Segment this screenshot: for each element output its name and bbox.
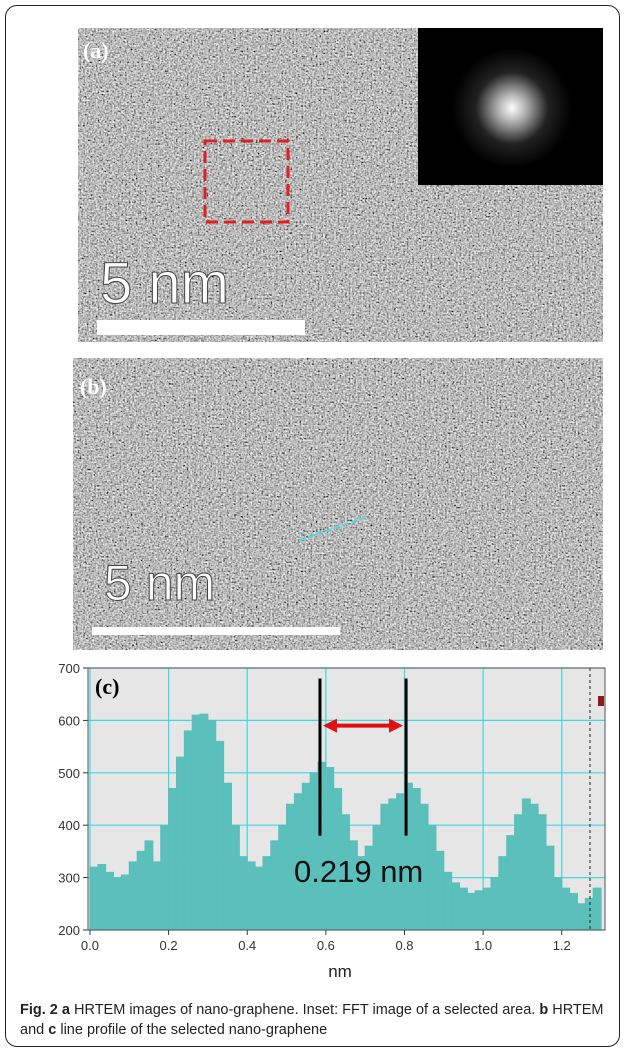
x-tick-label: 0.6 xyxy=(317,938,335,953)
caption-part: HRTEM and xyxy=(20,1002,608,1038)
fft-glow xyxy=(452,48,572,168)
figure-frame xyxy=(5,5,620,1047)
panel-label: (c) xyxy=(95,674,119,699)
caption-part: line profile of the selected nano-graphe… xyxy=(56,1022,328,1038)
line-profile: 200 300 400 500 600 700 0.0 0.2 0.4 0.6 0.8 1.0 1.2 (… xyxy=(58,661,606,981)
y-tick-label: 300 xyxy=(58,871,80,886)
x-tick-label: 1.2 xyxy=(553,938,571,953)
scale-text: 5 nm xyxy=(104,555,215,611)
x-tick-label: 0.2 xyxy=(160,938,178,953)
x-tick-label: 0.4 xyxy=(238,938,256,953)
y-tick-label: 600 xyxy=(58,713,80,728)
panel-label: (a) xyxy=(83,38,109,63)
x-tick-label: 0.8 xyxy=(395,938,413,953)
caption-part: Fig. 2 xyxy=(20,1002,58,1018)
x-tick-label: 0.0 xyxy=(81,938,99,953)
scale-text: 5 nm xyxy=(100,251,229,316)
panel-a: (a) 5 nm xyxy=(78,28,603,342)
x-axis-label: nm xyxy=(328,962,352,981)
selected-area xyxy=(203,139,290,224)
plot-frame xyxy=(87,667,606,931)
scale-bar xyxy=(97,320,305,335)
tem-texture xyxy=(73,358,603,650)
profile-line xyxy=(299,516,367,541)
caption-part: a xyxy=(61,1002,70,1018)
cursor-handle xyxy=(598,696,604,706)
panel-b: (b) 5 nm xyxy=(73,358,603,650)
profile-area xyxy=(89,713,602,931)
y-tick-label: 200 xyxy=(58,923,80,938)
scale-bar xyxy=(92,627,340,635)
caption: Fig. 2 a HRTEM images of nano-graphene. … xyxy=(20,1000,610,1040)
figure: (a) 5 nm (b) 5 nm 200 300 400 500 600 700 0.0 0… xyxy=(58,28,606,981)
y-tick-label: 400 xyxy=(58,818,80,833)
x-tick-label: 1.0 xyxy=(474,938,492,953)
caption-part: c xyxy=(48,1022,57,1038)
caption-part: b xyxy=(539,1002,549,1018)
panel-label: (b) xyxy=(80,374,107,399)
y-tick-label: 500 xyxy=(58,766,80,781)
y-tick-label: 700 xyxy=(58,661,80,676)
caption-part: HRTEM images of nano-graphene. Inset: FF… xyxy=(69,1002,540,1018)
annotation: 0.219 nm xyxy=(294,854,423,889)
